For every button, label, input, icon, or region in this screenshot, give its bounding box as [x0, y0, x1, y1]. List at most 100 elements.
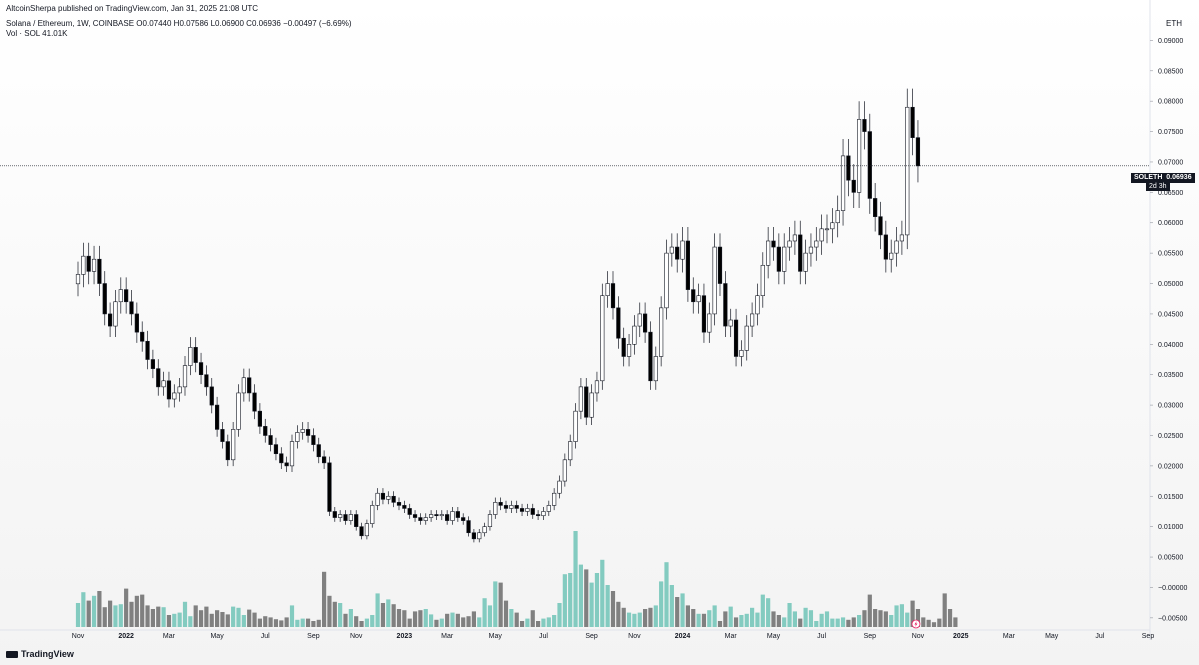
candle-body — [621, 337, 626, 357]
candle-body — [552, 492, 557, 506]
candle-body — [562, 459, 567, 482]
candle-body — [407, 508, 412, 515]
candle-body — [487, 514, 493, 527]
price-tick-label: 0.08000 — [1158, 99, 1183, 106]
volume-bar — [717, 621, 723, 627]
candle-body — [220, 429, 225, 442]
volume-bar — [268, 617, 273, 627]
candle-body — [129, 301, 134, 315]
volume-legend[interactable]: Vol · SOL 41.01K — [6, 29, 68, 38]
volume-bar — [541, 618, 546, 627]
candle-body — [669, 246, 674, 254]
candle-body — [156, 368, 161, 388]
candle-body — [776, 246, 781, 272]
candle-body — [798, 234, 803, 272]
candle-body — [803, 252, 808, 272]
candle-body — [626, 344, 632, 357]
volume-bar — [744, 613, 749, 627]
axis-unit-label: ETH — [1166, 19, 1182, 28]
candle-body — [118, 289, 123, 303]
candle-body — [252, 392, 257, 412]
candle-body — [182, 365, 188, 388]
tradingview-logo-icon — [6, 651, 18, 658]
time-tick-label: Mar — [1003, 633, 1016, 640]
volume-bar — [525, 618, 530, 627]
candle-body — [75, 274, 81, 285]
price-tick-label: 0.06500 — [1158, 190, 1183, 197]
candle-body — [642, 313, 648, 333]
candle-body — [610, 283, 616, 309]
candle-body — [231, 429, 236, 461]
candle-body — [300, 429, 305, 433]
candle-body — [905, 106, 910, 236]
volume-bar — [889, 615, 894, 627]
time-tick-label: Jul — [261, 633, 270, 640]
candle-body — [584, 386, 589, 418]
candle-body — [434, 514, 439, 517]
price-tick-label: 0.03000 — [1158, 403, 1183, 410]
volume-bar — [359, 621, 364, 627]
candle-body — [466, 520, 471, 534]
volume-bar — [434, 619, 439, 627]
candle-body — [97, 258, 102, 284]
volume-bar — [327, 595, 332, 627]
volume-bar — [338, 603, 343, 627]
price-tick-label: −0.00500 — [1158, 615, 1187, 622]
candle-body — [471, 532, 477, 540]
price-tick-label: 0.05000 — [1158, 281, 1183, 288]
volume-bars — [75, 531, 958, 627]
volume-bar — [926, 619, 931, 627]
volume-bar — [182, 601, 188, 627]
candle-body — [423, 517, 428, 521]
tradingview-logo[interactable]: TradingView — [6, 649, 74, 659]
candle-body — [616, 307, 621, 339]
symbol-description[interactable]: Solana / Ethereum, 1W, COINBASE — [6, 19, 135, 28]
volume-bar — [348, 609, 353, 627]
volume-bar — [461, 617, 466, 627]
volume-bar — [311, 621, 316, 627]
volume-bar — [621, 607, 626, 627]
volume-bar — [402, 610, 407, 627]
volume-bar — [798, 618, 803, 627]
candle-body — [739, 350, 744, 357]
volume-bar — [637, 612, 642, 627]
volume-bar — [664, 562, 669, 627]
volume-bar — [172, 613, 177, 627]
volume-bar — [134, 595, 139, 627]
indicator-badge[interactable] — [911, 619, 921, 629]
candle-body — [279, 453, 284, 464]
volume-bar — [231, 606, 236, 627]
candle-body — [659, 307, 664, 357]
candle-body — [140, 331, 145, 342]
candle-body — [600, 295, 605, 382]
candle-body — [573, 410, 578, 442]
symbol-legend: Solana / Ethereum, 1W, COINBASE O0.07440… — [6, 18, 352, 29]
volume-bar — [487, 605, 493, 627]
candle-body — [316, 444, 321, 458]
volume-bar — [894, 605, 899, 627]
volume-bar — [509, 609, 514, 627]
candle-body — [225, 441, 230, 461]
candle-body — [814, 240, 819, 248]
candlesticks — [75, 88, 921, 543]
time-axis[interactable]: Nov 2022 Mar May Jul Sep Nov 2023 Mar May Jul Sep No… — [72, 633, 1155, 640]
volume-bar — [391, 604, 396, 627]
volume-bar — [883, 611, 888, 627]
candle-body — [161, 380, 166, 388]
time-tick-label: May — [489, 633, 503, 640]
volume-bar — [519, 621, 525, 627]
candle-body — [691, 289, 696, 303]
candle-body — [525, 508, 530, 512]
candle-body — [509, 505, 514, 509]
volume-bar — [862, 610, 867, 627]
volume-bar — [953, 617, 958, 627]
volume-bar — [284, 617, 289, 627]
volume-bar — [279, 620, 284, 627]
volume-bar — [482, 598, 487, 627]
candle-body — [712, 246, 717, 315]
candle-body — [86, 255, 91, 272]
price-axis[interactable]: 0.09000 0.08500 0.08000 0.07500 0.07000 0.065… — [1150, 38, 1187, 622]
candle-body — [589, 392, 594, 418]
candle-body — [418, 517, 423, 521]
